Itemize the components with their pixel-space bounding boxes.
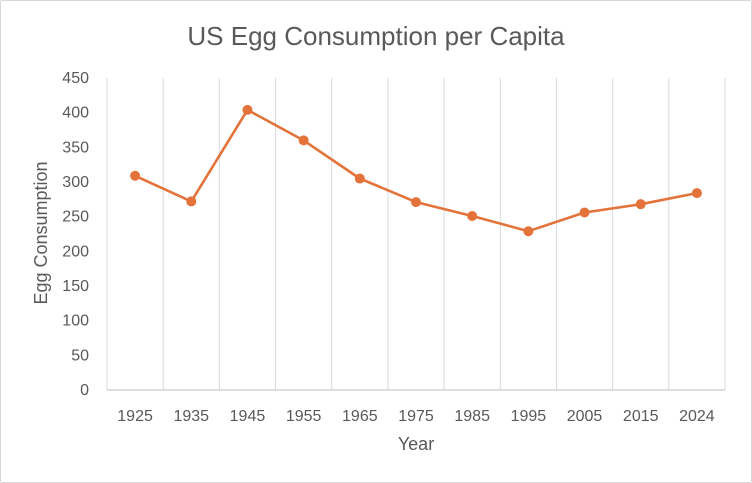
- y-tick-label: 100: [62, 313, 89, 330]
- data-point: [467, 210, 478, 221]
- x-tick-label: 1975: [398, 408, 434, 425]
- data-point: [354, 173, 365, 184]
- data-point: [130, 170, 141, 181]
- x-tick-label: 2024: [679, 408, 715, 425]
- y-tick-label: 150: [62, 278, 89, 295]
- x-tick-label: 1945: [230, 408, 266, 425]
- y-tick-label: 50: [71, 347, 89, 364]
- y-tick-label: 300: [62, 174, 89, 191]
- chart-title: US Egg Consumption per Capita: [187, 21, 565, 51]
- x-tick-label: 2005: [567, 408, 603, 425]
- x-tick-label: 1965: [342, 408, 378, 425]
- x-tick-label: 1925: [117, 408, 153, 425]
- x-tick-label: 2015: [623, 408, 659, 425]
- y-tick-label: 450: [62, 70, 89, 87]
- x-tick-label: 1995: [511, 408, 547, 425]
- x-tick-label: 1955: [286, 408, 322, 425]
- grid-layer: [106, 78, 726, 390]
- x-tick-label: 1985: [454, 408, 490, 425]
- x-axis-title: Year: [398, 434, 434, 454]
- data-point: [691, 188, 702, 199]
- data-point: [579, 207, 590, 218]
- x-tick-labels: 1925 1935 1945 1955 1965 1975 1985 1995 2005 2015…: [117, 408, 715, 425]
- data-point: [186, 196, 197, 207]
- data-point: [411, 197, 421, 208]
- data-point: [635, 199, 646, 210]
- data-point: [242, 104, 253, 115]
- y-tick-label: 400: [62, 105, 89, 122]
- y-tick-labels: 0 50 100 150 200 250 300 350 400 450: [62, 70, 89, 399]
- y-tick-label: 250: [62, 209, 89, 226]
- data-point: [298, 135, 309, 146]
- y-tick-label: 0: [80, 382, 89, 399]
- y-axis-title: Egg Consumption: [31, 161, 51, 304]
- x-tick-label: 1935: [173, 408, 209, 425]
- y-tick-label: 200: [62, 243, 89, 260]
- series-layer: [130, 104, 702, 237]
- y-tick-label: 350: [62, 139, 89, 156]
- data-point: [523, 226, 534, 237]
